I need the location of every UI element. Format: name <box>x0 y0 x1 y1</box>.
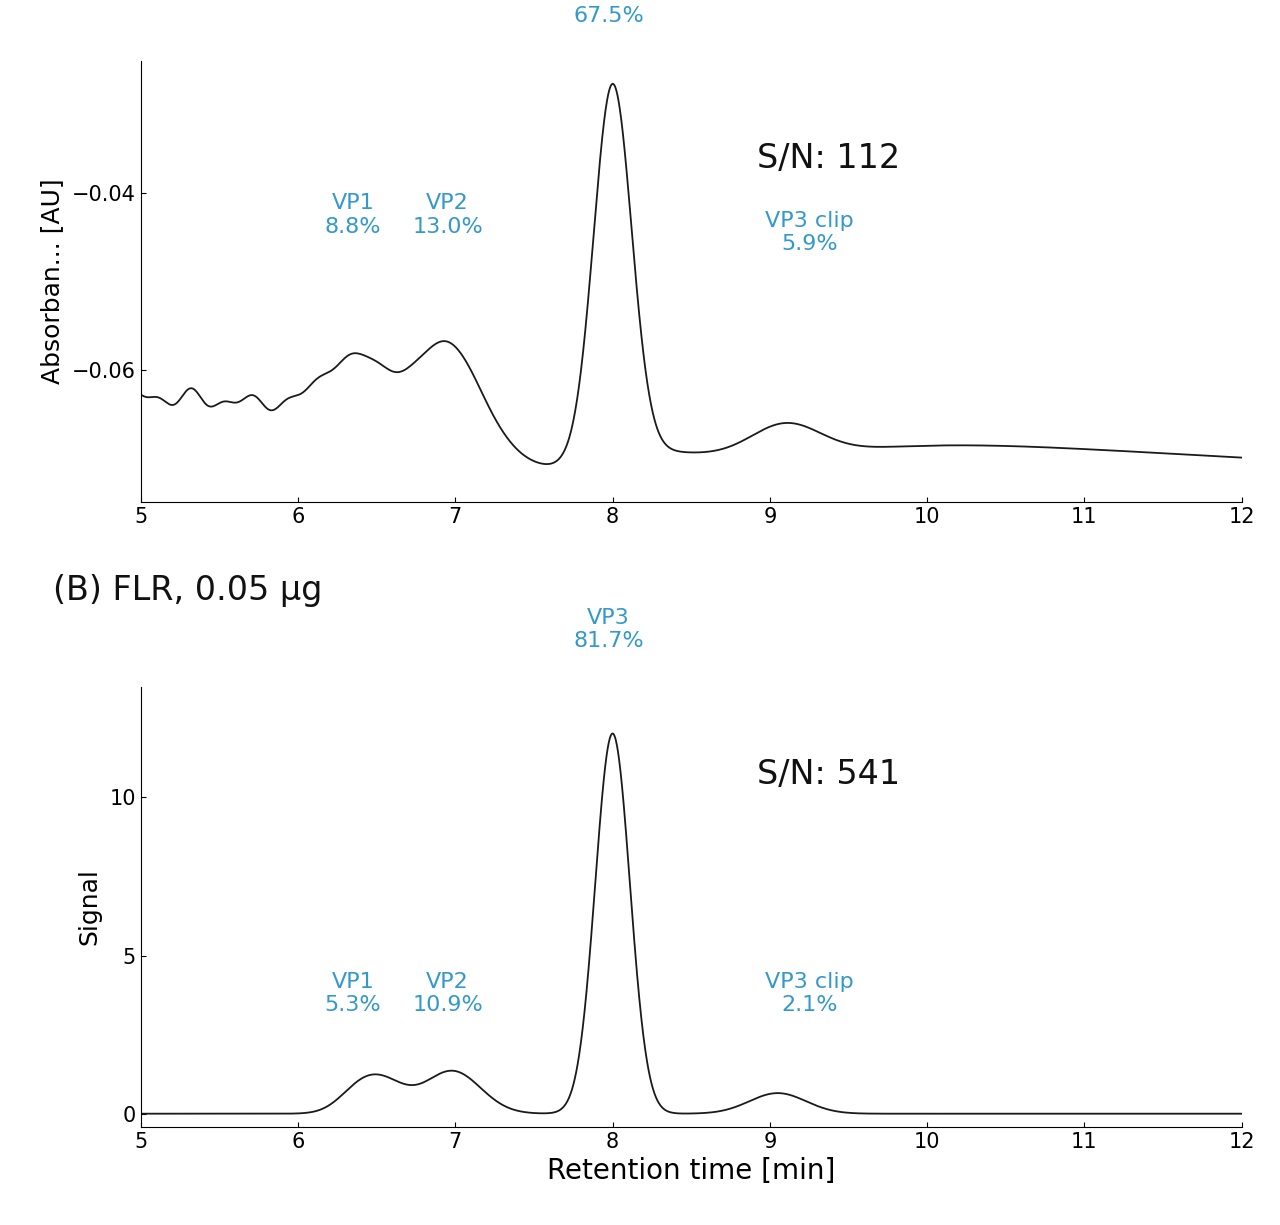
Text: VP1
5.3%: VP1 5.3% <box>325 971 381 1016</box>
X-axis label: Retention time [min]: Retention time [min] <box>547 1158 836 1186</box>
Y-axis label: Signal: Signal <box>77 869 101 946</box>
Text: VP3 clip
5.9%: VP3 clip 5.9% <box>764 211 854 254</box>
Text: S/N: 541: S/N: 541 <box>758 758 900 791</box>
Y-axis label: Absorban... [AU]: Absorban... [AU] <box>40 179 64 385</box>
Text: VP2
13.0%: VP2 13.0% <box>412 194 483 236</box>
Text: VP3 clip
2.1%: VP3 clip 2.1% <box>764 971 854 1016</box>
Text: VP3
67.5%: VP3 67.5% <box>573 0 644 26</box>
Text: VP1
8.8%: VP1 8.8% <box>325 194 381 236</box>
Text: VP2
10.9%: VP2 10.9% <box>412 971 483 1016</box>
Text: VP3
81.7%: VP3 81.7% <box>573 608 644 652</box>
Text: S/N: 112: S/N: 112 <box>758 142 901 175</box>
Text: (B) FLR, 0.05 μg: (B) FLR, 0.05 μg <box>52 575 323 608</box>
